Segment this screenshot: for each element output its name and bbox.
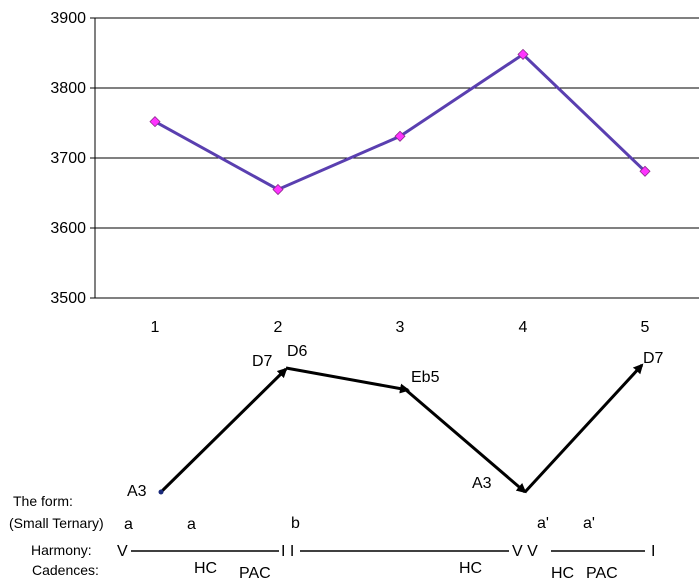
x-tick-label: 2 — [274, 319, 283, 336]
form-section-a1: a — [124, 516, 133, 533]
harmony-vv: V V — [512, 543, 538, 560]
melodic-contour: A3 D7 D6 Eb5 A3 D7 — [127, 343, 664, 500]
x-tick-labels: 1 2 3 4 5 — [151, 319, 650, 336]
x-tick-label: 3 — [396, 319, 405, 336]
y-tick-labels: 3500 3600 3700 3800 3900 — [50, 10, 95, 307]
contour-label-a3-end: A3 — [472, 475, 492, 492]
harmony-i: I — [651, 543, 655, 560]
y-tick-label: 3500 — [50, 290, 86, 307]
contour-label-d7-end: D7 — [643, 350, 664, 367]
cadence-hc-2: HC — [459, 560, 482, 577]
cadence-hc-1: HC — [194, 560, 217, 577]
cadences-label: Cadences: — [32, 562, 99, 578]
contour-start-point — [158, 489, 164, 495]
data-point-marker — [272, 183, 284, 196]
cadence-pac-1: PAC — [239, 565, 271, 582]
harmony-v: V — [117, 543, 128, 560]
contour-arrow-3 — [405, 388, 527, 494]
contour-label-a3-start: A3 — [127, 483, 147, 500]
grid-lines — [95, 17, 699, 229]
series-line — [154, 52, 647, 192]
contour-arrow-1 — [159, 367, 288, 494]
contour-label-d7: D7 — [252, 353, 273, 370]
form-section-a-prime-2: a' — [583, 515, 595, 532]
harmony-ii: I I — [281, 543, 294, 560]
contour-label-eb5: Eb5 — [411, 369, 440, 386]
x-tick-label: 4 — [519, 319, 528, 336]
form-label: The form: — [13, 493, 73, 509]
form-section-a2: a — [187, 516, 196, 533]
cadence-hc-3: HC — [551, 565, 574, 582]
line-chart: 3500 3600 3700 3800 3900 1 2 3 4 5 — [50, 10, 699, 336]
data-point-marker — [149, 116, 161, 128]
y-tick-label: 3900 — [50, 10, 86, 27]
x-tick-label: 1 — [151, 319, 160, 336]
data-point-marker — [394, 130, 406, 142]
form-section-b: b — [291, 515, 300, 532]
x-tick-label: 5 — [641, 319, 650, 336]
contour-label-d6: D6 — [287, 343, 308, 360]
series-markers — [149, 48, 651, 196]
form-sublabel: (Small Ternary) — [9, 515, 104, 531]
cadence-pac-2: PAC — [586, 565, 618, 582]
contour-arrow-2 — [285, 366, 410, 394]
harmony-label: Harmony: — [31, 542, 92, 558]
y-tick-label: 3800 — [50, 80, 86, 97]
y-tick-label: 3700 — [50, 150, 86, 167]
data-point-marker — [639, 165, 651, 177]
form-section-a-prime-1: a' — [537, 515, 549, 532]
data-point-marker — [517, 48, 529, 60]
y-tick-label: 3600 — [50, 220, 86, 237]
form-analysis: The form: (Small Ternary) a a b a' a' Ha… — [9, 493, 655, 582]
contour-arrow-4 — [523, 363, 644, 494]
